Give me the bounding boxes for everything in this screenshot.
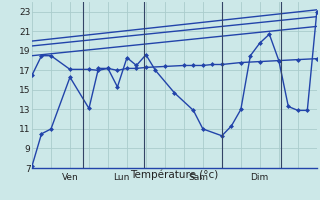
Text: Sam: Sam (189, 173, 209, 182)
Text: Ven: Ven (62, 173, 79, 182)
Text: Dim: Dim (250, 173, 268, 182)
Text: Température (°c): Température (°c) (130, 170, 219, 180)
Text: Lun: Lun (113, 173, 129, 182)
